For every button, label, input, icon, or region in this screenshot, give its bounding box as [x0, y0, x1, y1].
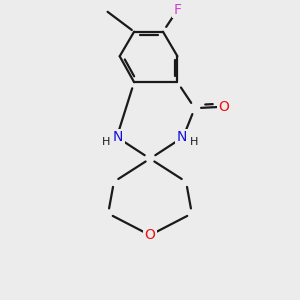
Text: N: N — [113, 130, 123, 144]
Text: H: H — [102, 137, 110, 147]
Text: F: F — [173, 3, 181, 17]
Text: N: N — [177, 130, 187, 144]
Text: H: H — [190, 137, 198, 147]
Text: O: O — [218, 100, 229, 114]
Text: O: O — [145, 228, 155, 242]
